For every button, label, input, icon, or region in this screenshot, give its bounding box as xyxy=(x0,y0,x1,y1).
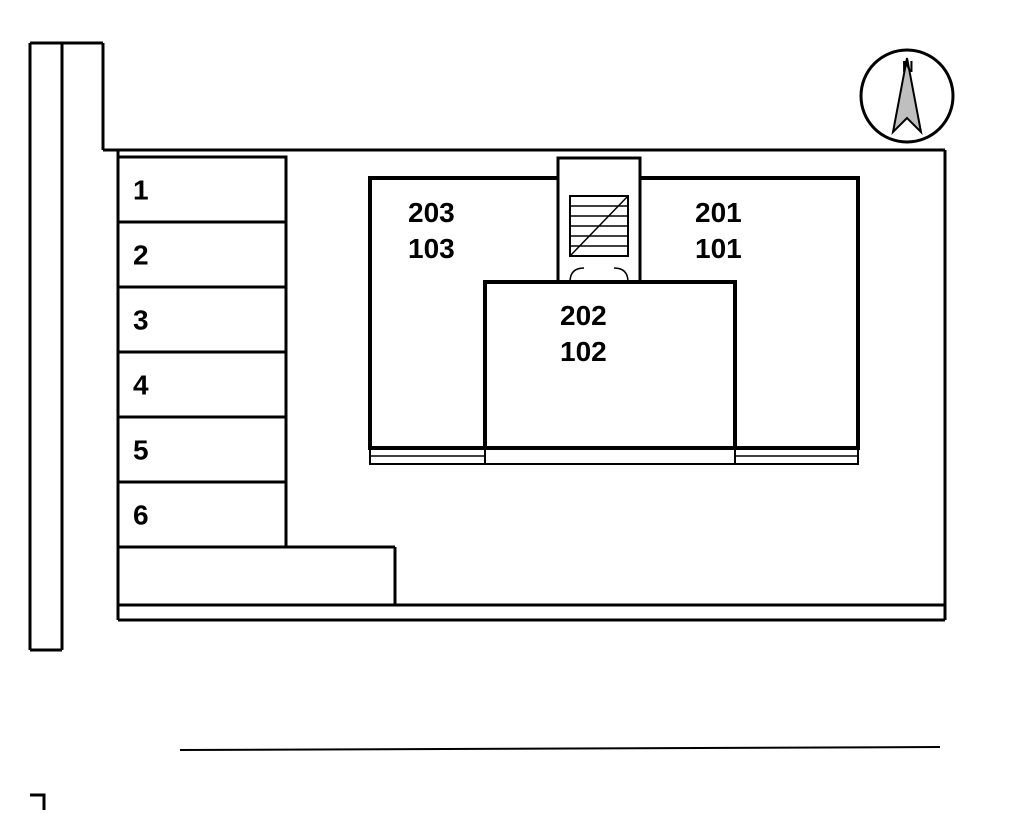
parking-slot-label: 6 xyxy=(133,500,149,531)
unit-label: 202 xyxy=(560,300,607,331)
parking-slot-label: 4 xyxy=(133,370,149,401)
parking-block: 1 2 3 4 5 6 xyxy=(118,157,286,547)
parking-slot-label: 3 xyxy=(133,305,149,336)
unit-label: 102 xyxy=(560,336,607,367)
unit-label: 103 xyxy=(408,233,455,264)
baseline-marks xyxy=(30,747,940,810)
compass-icon: N xyxy=(861,50,953,142)
road-edge xyxy=(180,747,940,750)
unit-label: 201 xyxy=(695,197,742,228)
site-plan: 1 2 3 4 5 6 203 103 201 101 202 102 N xyxy=(0,0,1024,824)
unit-label: 203 xyxy=(408,197,455,228)
parking-slot-label: 5 xyxy=(133,435,149,466)
corner-mark-icon xyxy=(30,795,44,810)
building: 203 103 201 101 202 102 xyxy=(370,158,858,464)
parking-slot-label: 2 xyxy=(133,240,149,271)
parking-slot-label: 1 xyxy=(133,175,149,206)
unit-label: 101 xyxy=(695,233,742,264)
unit-center xyxy=(485,282,735,448)
compass-label: N xyxy=(902,59,914,76)
